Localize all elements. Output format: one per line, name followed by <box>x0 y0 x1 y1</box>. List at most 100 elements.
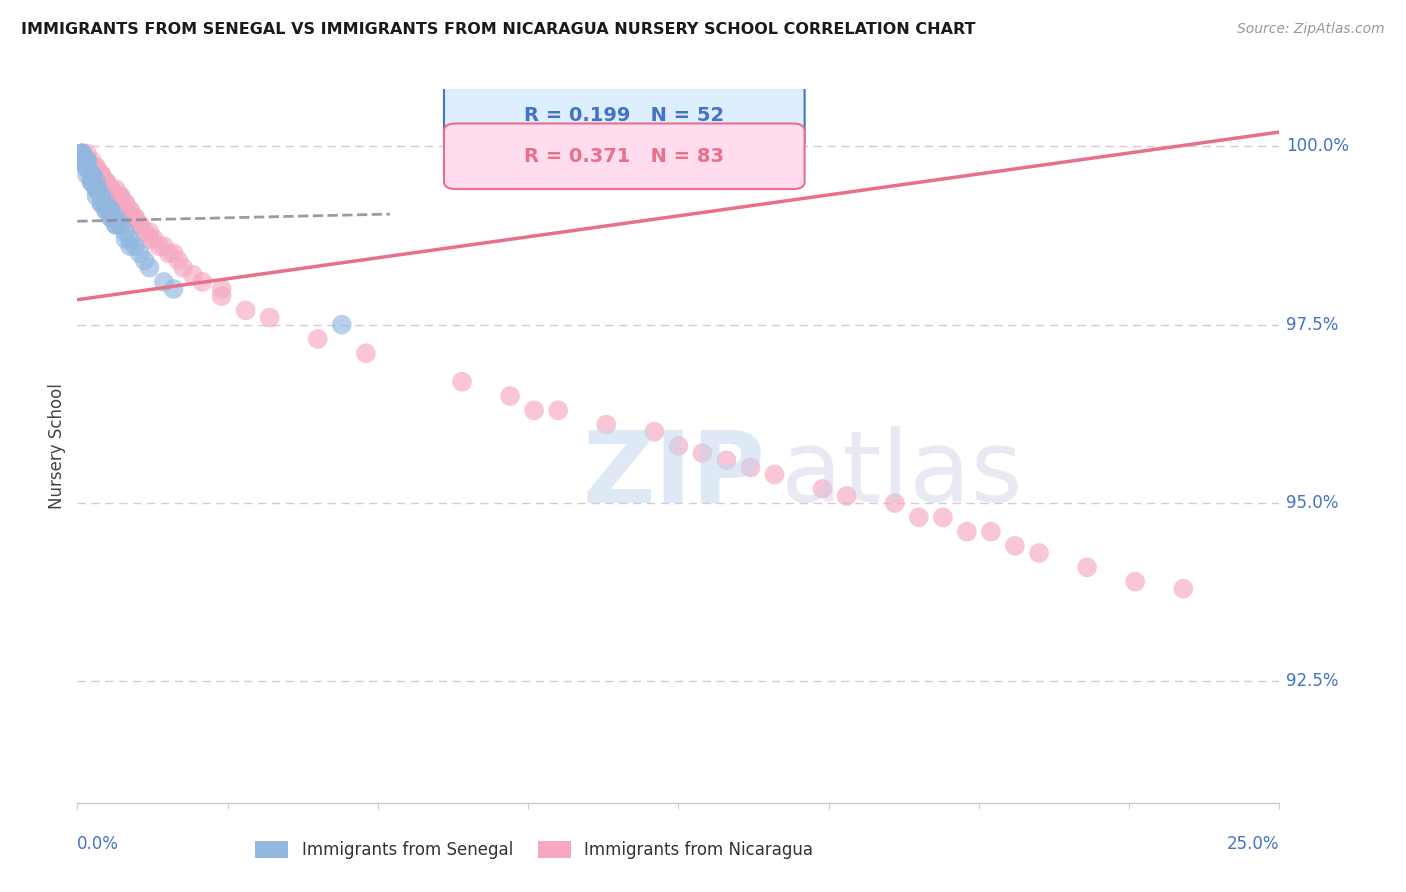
Text: 100.0%: 100.0% <box>1286 137 1350 155</box>
Point <box>110 189 132 203</box>
FancyBboxPatch shape <box>444 123 804 189</box>
Point <box>80 161 103 175</box>
Point <box>235 303 257 318</box>
Point <box>70 153 93 168</box>
Point <box>76 161 98 175</box>
Point <box>86 161 108 175</box>
Point <box>76 153 98 168</box>
Point <box>96 175 118 189</box>
Point <box>76 161 98 175</box>
Point <box>80 168 103 182</box>
Point <box>1076 560 1098 574</box>
Point <box>100 211 122 225</box>
Point <box>138 232 160 246</box>
Point <box>162 282 184 296</box>
Point <box>70 146 93 161</box>
Point <box>110 196 132 211</box>
Point <box>100 182 122 196</box>
Point <box>595 417 617 432</box>
Point <box>76 153 98 168</box>
Y-axis label: Nursery School: Nursery School <box>48 383 66 509</box>
Point <box>172 260 194 275</box>
Point <box>76 146 98 161</box>
Point <box>90 189 112 203</box>
Point <box>451 375 474 389</box>
Point <box>80 161 103 175</box>
Point <box>80 168 103 182</box>
Point <box>86 175 108 189</box>
Point <box>153 275 176 289</box>
Point <box>76 161 98 175</box>
Text: 25.0%: 25.0% <box>1227 835 1279 853</box>
Point <box>80 168 103 182</box>
Point <box>90 168 112 182</box>
Point <box>181 268 204 282</box>
Point <box>157 246 180 260</box>
Point <box>90 196 112 211</box>
Point <box>96 175 118 189</box>
Point <box>153 239 176 253</box>
Point <box>76 153 98 168</box>
Point <box>763 467 786 482</box>
Point <box>90 175 112 189</box>
Point <box>643 425 665 439</box>
Point <box>104 189 127 203</box>
Point <box>76 161 98 175</box>
Point <box>148 239 170 253</box>
Point <box>128 246 150 260</box>
Point <box>134 253 156 268</box>
Point <box>104 211 127 225</box>
Point <box>1123 574 1146 589</box>
Text: ZIP: ZIP <box>582 426 765 523</box>
Point <box>100 211 122 225</box>
Point <box>96 203 118 218</box>
Point <box>86 168 108 182</box>
Point <box>70 146 93 161</box>
Point <box>167 253 190 268</box>
Point <box>80 153 103 168</box>
Point <box>191 275 214 289</box>
Point <box>104 218 127 232</box>
Point <box>86 182 108 196</box>
Point <box>76 168 98 182</box>
Point <box>114 203 136 218</box>
Point <box>716 453 738 467</box>
Point <box>80 175 103 189</box>
Point <box>932 510 955 524</box>
Point <box>86 182 108 196</box>
Point <box>114 196 136 211</box>
Point <box>883 496 905 510</box>
Point <box>86 182 108 196</box>
Text: R = 0.199   N = 52: R = 0.199 N = 52 <box>524 106 724 125</box>
Text: R = 0.371   N = 83: R = 0.371 N = 83 <box>524 147 724 166</box>
Point <box>100 203 122 218</box>
Point <box>162 246 184 260</box>
Text: IMMIGRANTS FROM SENEGAL VS IMMIGRANTS FROM NICARAGUA NURSERY SCHOOL CORRELATION : IMMIGRANTS FROM SENEGAL VS IMMIGRANTS FR… <box>21 22 976 37</box>
Point <box>211 282 233 296</box>
Point <box>70 153 93 168</box>
Text: 92.5%: 92.5% <box>1286 673 1339 690</box>
Point <box>70 146 93 161</box>
Point <box>104 189 127 203</box>
Point <box>110 218 132 232</box>
Point <box>835 489 858 503</box>
Text: 95.0%: 95.0% <box>1286 494 1339 512</box>
Point <box>120 232 142 246</box>
Point <box>86 182 108 196</box>
Text: atlas: atlas <box>780 426 1022 523</box>
Point <box>96 175 118 189</box>
Legend: Immigrants from Senegal, Immigrants from Nicaragua: Immigrants from Senegal, Immigrants from… <box>249 834 820 866</box>
Point <box>908 510 931 524</box>
Point <box>104 182 127 196</box>
Point <box>124 211 146 225</box>
Point <box>811 482 834 496</box>
Point <box>100 203 122 218</box>
Point <box>138 260 160 275</box>
Point <box>1173 582 1195 596</box>
Point <box>128 218 150 232</box>
Point <box>110 189 132 203</box>
Point <box>120 203 142 218</box>
Point <box>90 189 112 203</box>
Point <box>668 439 690 453</box>
Point <box>120 203 142 218</box>
